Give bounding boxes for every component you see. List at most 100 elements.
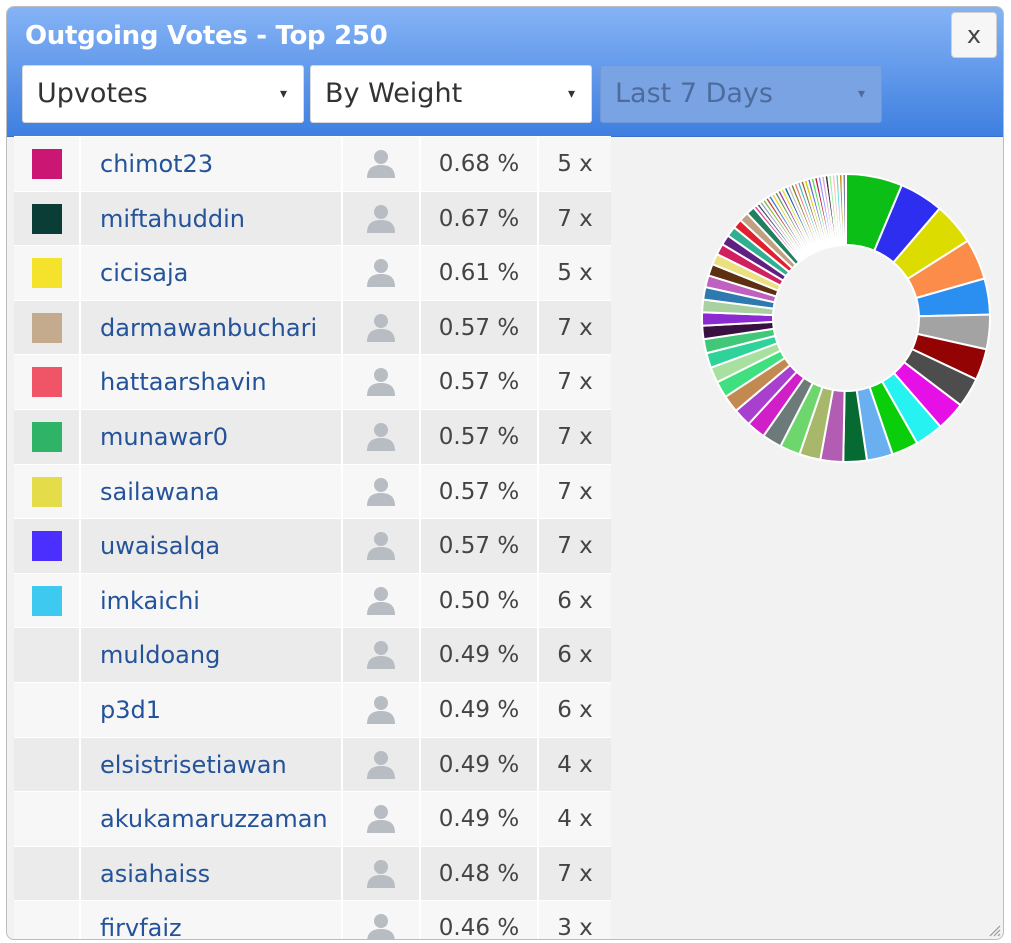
avatar-cell [343,464,421,519]
user-avatar-icon[interactable] [365,202,397,234]
swatch-cell [14,409,81,464]
voter-name-link[interactable]: asiahaiss [81,846,343,901]
dialog-title: Outgoing Votes - Top 250 [25,21,388,51]
table-row[interactable]: p3d1 0.49 % 6 x [14,681,611,737]
vote-percent: 0.50 % [421,573,539,628]
vote-percent: 0.61 % [421,246,539,300]
resize-handle-icon[interactable] [987,923,1001,937]
user-avatar-icon[interactable] [365,256,397,288]
table-row[interactable]: imkaichi 0.50 % 6 x [14,572,611,628]
table-row[interactable]: muldoang 0.49 % 6 x [14,627,611,682]
voter-name-link[interactable]: firvfaiz [81,901,343,939]
vote-percent: 0.49 % [421,682,539,737]
vote-percent: 0.68 % [421,137,539,191]
user-avatar-icon[interactable] [365,748,397,780]
vote-count: 4 x [539,792,611,846]
swatch-cell [14,737,81,792]
user-avatar-icon[interactable] [365,147,397,179]
swatch-cell [14,191,81,246]
color-swatch [32,476,62,507]
user-avatar-icon[interactable] [365,365,397,397]
voter-name-link[interactable]: elsistrisetiawan [81,737,343,792]
swatch-cell [14,300,81,355]
votes-table: chimot23 0.68 % 5 x miftahuddin 0.67 % 7 x cic… [14,136,611,940]
swatch-cell [14,628,81,682]
avatar-cell [343,737,421,792]
table-row[interactable]: asiahaiss 0.48 % 7 x [14,845,611,901]
avatar-cell [343,246,421,300]
table-row[interactable]: darmawanbuchari 0.57 % 7 x [14,299,611,355]
vote-count: 6 x [539,628,611,682]
avatar-cell [343,191,421,246]
swatch-cell [14,137,81,191]
avatar-cell [343,682,421,737]
table-row[interactable]: chimot23 0.68 % 5 x [14,136,611,191]
avatar-cell [343,628,421,682]
vote-type-select[interactable]: Upvotes ▾ [22,65,304,123]
voter-name-link[interactable]: darmawanbuchari [81,300,343,355]
avatar-cell [343,901,421,940]
voter-name-link[interactable]: sailawana [81,464,343,519]
vote-percent: 0.57 % [421,519,539,573]
voter-name-link[interactable]: hattaarshavin [81,355,343,409]
voter-name-link[interactable]: chimot23 [81,137,343,191]
swatch-cell [14,901,81,939]
color-swatch [32,421,62,452]
sort-value: By Weight [325,78,463,109]
voter-name-link[interactable]: p3d1 [81,682,343,737]
user-avatar-icon[interactable] [365,529,397,561]
user-avatar-icon[interactable] [365,475,397,507]
vote-count: 7 x [539,464,611,519]
vote-count: 6 x [539,573,611,628]
time-range-select[interactable]: Last 7 Days ▾ [600,65,882,123]
voter-name-link[interactable]: munawar0 [81,409,343,464]
swatch-cell [14,846,81,901]
avatar-cell [343,792,421,846]
close-button[interactable]: x [951,12,997,58]
user-avatar-icon[interactable] [365,802,397,834]
user-avatar-icon[interactable] [365,857,397,889]
voter-name-link[interactable]: imkaichi [81,573,343,628]
color-swatch [32,585,62,616]
user-avatar-icon[interactable] [365,420,397,452]
table-row[interactable]: elsistrisetiawan 0.49 % 4 x [14,736,611,792]
avatar-cell [343,355,421,409]
table-row[interactable]: hattaarshavin 0.57 % 7 x [14,354,611,409]
user-avatar-icon[interactable] [365,693,397,725]
table-row[interactable]: sailawana 0.57 % 7 x [14,463,611,519]
outgoing-votes-dialog: Outgoing Votes - Top 250 x Upvotes ▾ By … [6,6,1004,940]
table-row[interactable]: firvfaiz 0.46 % 3 x [14,900,611,940]
swatch-cell [14,573,81,628]
voter-name-link[interactable]: muldoang [81,628,343,682]
voter-name-link[interactable]: cicisaja [81,246,343,300]
votes-donut-chart [701,172,991,463]
vote-percent: 0.57 % [421,409,539,464]
table-row[interactable]: miftahuddin 0.67 % 7 x [14,190,611,246]
table-row[interactable]: akukamaruzzaman 0.49 % 4 x [14,791,611,846]
vote-count: 7 x [539,300,611,355]
table-row[interactable]: uwaisalqa 0.57 % 7 x [14,518,611,573]
vote-percent: 0.67 % [421,191,539,246]
swatch-cell [14,519,81,573]
voter-name-link[interactable]: akukamaruzzaman [81,792,343,846]
user-avatar-icon[interactable] [365,638,397,670]
avatar-cell [343,409,421,464]
vote-percent: 0.49 % [421,628,539,682]
vote-count: 7 x [539,519,611,573]
avatar-cell [343,846,421,901]
voter-name-link[interactable]: miftahuddin [81,191,343,246]
chevron-down-icon: ▾ [279,86,287,102]
donut-slice[interactable] [841,172,847,247]
table-row[interactable]: munawar0 0.57 % 7 x [14,408,611,464]
avatar-cell [343,137,421,191]
user-avatar-icon[interactable] [365,911,397,940]
color-swatch [32,258,62,289]
user-avatar-icon[interactable] [365,584,397,616]
vote-count: 7 x [539,191,611,246]
vote-percent: 0.48 % [421,846,539,901]
user-avatar-icon[interactable] [365,311,397,343]
color-swatch [32,531,62,562]
sort-select[interactable]: By Weight ▾ [310,65,592,123]
table-row[interactable]: cicisaja 0.61 % 5 x [14,245,611,300]
voter-name-link[interactable]: uwaisalqa [81,519,343,573]
